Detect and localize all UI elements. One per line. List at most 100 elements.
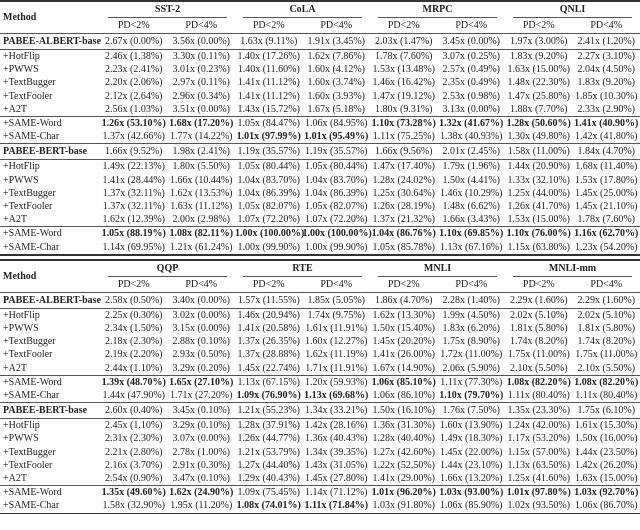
value-cell: 1.62x (7.86%) — [303, 50, 371, 64]
value-cell: 1.41x (11.12%) — [235, 90, 303, 103]
value-cell: 1.06x (85.90%) — [438, 499, 506, 513]
value-cell: 2.01x (2.45%) — [438, 144, 506, 160]
value-cell: 2.67x (0.00%) — [100, 34, 168, 50]
value-cell: 1.41x (20.58%) — [235, 322, 303, 335]
value-cell: 2.28x (1.40%) — [438, 292, 506, 308]
value-cell: 1.14x (71.12%) — [303, 486, 371, 500]
value-cell: 1.00x (99.90%) — [235, 241, 303, 255]
value-cell: 2.16x (3.70%) — [100, 459, 168, 472]
value-cell: 1.46x (20.94%) — [235, 308, 303, 322]
value-cell: 2.10x (5.50%) — [573, 362, 640, 376]
value-cell: 3.45x (0.00%) — [438, 34, 506, 50]
dataset-header: QNLI — [505, 1, 640, 18]
value-cell: 1.74x (8.20%) — [505, 335, 573, 348]
value-cell: 1.62x (11.19%) — [303, 348, 371, 361]
value-cell: 1.11x (80.40%) — [505, 389, 573, 403]
method-cell: +TextBugger — [0, 335, 100, 348]
value-cell: 1.41x (40.90%) — [573, 117, 640, 131]
dataset-header: MNLI-mm — [505, 260, 640, 277]
threshold-header: PD<2% — [370, 277, 438, 293]
value-cell: 1.48x (6.62%) — [438, 200, 506, 213]
value-cell: 1.20x (59.93%) — [303, 375, 371, 389]
value-cell: 1.40x (11.60%) — [235, 63, 303, 76]
value-cell: 2.60x (0.40%) — [100, 403, 168, 419]
method-cell: +A2T — [0, 103, 100, 117]
value-cell: 1.47x (25.80%) — [505, 90, 573, 103]
value-cell: 2.88x (0.10%) — [168, 335, 236, 348]
value-cell: 2.10x (5.50%) — [505, 362, 573, 376]
value-cell: 1.37x (32.11%) — [100, 200, 168, 213]
value-cell: 2.41x (1.20%) — [573, 34, 640, 50]
value-cell: 2.25x (0.30%) — [100, 308, 168, 322]
value-cell: 1.61x (15.30%) — [573, 419, 640, 433]
value-cell: 2.44x (1.10%) — [100, 362, 168, 376]
value-cell: 1.25x (44.00%) — [505, 187, 573, 200]
value-cell: 2.46x (1.38%) — [100, 50, 168, 64]
threshold-header: PD<2% — [100, 277, 168, 293]
value-cell: 1.66x (10.44%) — [168, 174, 236, 187]
value-cell: 1.04x (86.39%) — [303, 187, 371, 200]
method-cell: +SAME-Word — [0, 375, 100, 389]
method-cell: +PWWS — [0, 174, 100, 187]
value-cell: 1.50x (4.41%) — [438, 174, 506, 187]
value-cell: 1.08x (82.11%) — [168, 227, 236, 241]
value-cell: 1.48x (22.30%) — [505, 76, 573, 89]
value-cell: 1.71x (11.91%) — [303, 362, 371, 376]
value-cell: 2.23x (2.41%) — [100, 63, 168, 76]
value-cell: 2.58x (0.50%) — [100, 292, 168, 308]
value-cell: 1.06x (86.70%) — [573, 499, 640, 513]
value-cell: 1.76x (7.50%) — [438, 403, 506, 419]
value-cell: 1.23x (54.20%) — [573, 241, 640, 255]
value-cell: 2.04x (4.50%) — [573, 63, 640, 76]
dataset-header: SST-2 — [100, 1, 235, 18]
value-cell: 1.37x (28.88%) — [235, 348, 303, 361]
value-cell: 1.08x (82.20%) — [505, 375, 573, 389]
value-cell: 1.05x (82.07%) — [235, 200, 303, 213]
value-cell: 3.47x (0.10%) — [168, 472, 236, 486]
value-cell: 1.43x (15.72%) — [235, 103, 303, 117]
value-cell: 1.62x (12.39%) — [100, 213, 168, 227]
value-cell: 1.46x (10.29%) — [438, 187, 506, 200]
value-cell: 1.11x (77.30%) — [438, 375, 506, 389]
value-cell: 1.11x (80.40%) — [573, 389, 640, 403]
value-cell: 1.79x (1.96%) — [438, 160, 506, 174]
method-header: Method — [0, 260, 100, 293]
value-cell: 1.33x (32.10%) — [505, 174, 573, 187]
method-cell: +SAME-Word — [0, 486, 100, 500]
value-cell: 1.62x (13.30%) — [370, 308, 438, 322]
value-cell: 1.01x (97.99%) — [235, 130, 303, 144]
value-cell: 1.66x (9.52%) — [100, 144, 168, 160]
value-cell: 1.44x (23.10%) — [438, 459, 506, 472]
value-cell: 2.00x (2.98%) — [168, 213, 236, 227]
dataset-header: MRPC — [370, 1, 505, 18]
value-cell: 3.45x (0.10%) — [168, 403, 236, 419]
method-header: Method — [0, 1, 100, 34]
value-cell: 1.53x (17.80%) — [573, 174, 640, 187]
threshold-header: PD<4% — [438, 277, 506, 293]
value-cell: 1.34x (39.35%) — [303, 446, 371, 459]
value-cell: 1.74x (8.20%) — [573, 335, 640, 348]
dataset-header: QQP — [100, 260, 235, 277]
value-cell: 1.42x (26.20%) — [573, 459, 640, 472]
value-cell: 1.83x (9.20%) — [573, 76, 640, 89]
value-cell: 1.10x (73.28%) — [370, 117, 438, 131]
threshold-header: PD<4% — [573, 277, 640, 293]
value-cell: 1.06x (86.10%) — [370, 389, 438, 403]
method-cell: PABEE-BERT-base — [0, 403, 100, 419]
value-cell: 1.71x (27.20%) — [168, 389, 236, 403]
value-cell: 1.47x (19.12%) — [370, 90, 438, 103]
method-cell: +A2T — [0, 362, 100, 376]
value-cell: 1.00x (99.90%) — [303, 241, 371, 255]
value-cell: 3.56x (0.00%) — [168, 34, 236, 50]
value-cell: 1.53x (15.00%) — [505, 213, 573, 227]
method-cell: +SAME-Char — [0, 241, 100, 255]
